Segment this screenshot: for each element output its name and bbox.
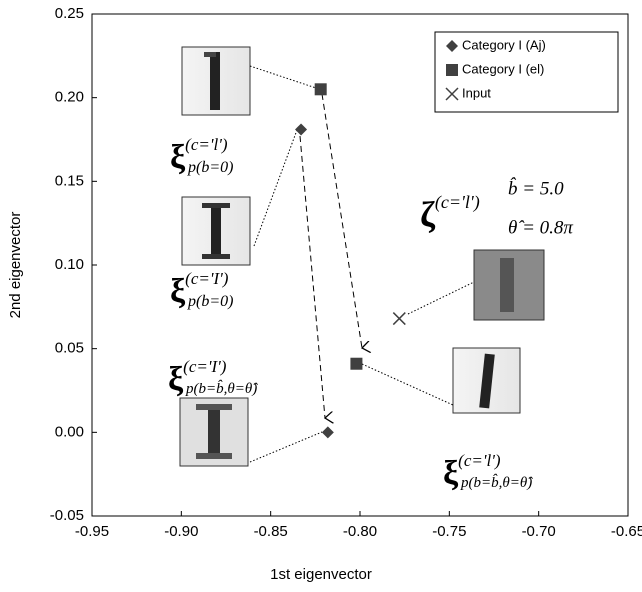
symbol: ζ: [420, 194, 436, 234]
point-x: [393, 313, 405, 325]
annotation: ξ(c='I') p(b=b̂,θ=θ̂): [168, 357, 258, 398]
point-diamond: [295, 123, 307, 135]
subscript: p(b=0): [187, 159, 233, 176]
y-tick-label: 0.05: [55, 340, 84, 357]
point-square: [315, 83, 327, 95]
superscript: (c='l'): [435, 192, 480, 213]
superscript: (c='I'): [185, 269, 229, 288]
legend-label: Category I (Aj): [462, 37, 546, 52]
thumbnail: [180, 398, 248, 466]
x-tick-label: -0.70: [522, 523, 556, 540]
subscript: p(b=b̂,θ=θ̂): [460, 474, 533, 491]
annotation: ξ(c='l') p(b=b̂,θ=θ̂): [443, 451, 533, 492]
series: [393, 313, 405, 325]
y-axis-title: 2nd eigenvector: [7, 212, 24, 319]
series: [295, 123, 334, 438]
y-tick-label: 0.25: [55, 5, 84, 22]
y-tick-label: 0.10: [55, 256, 84, 273]
legend: Category I (Aj) Category I (el) Input: [435, 32, 618, 112]
subscript: p(b=0): [187, 293, 233, 310]
annotation-param: θ̂ = 0.8π: [508, 217, 573, 238]
point-diamond: [322, 426, 334, 438]
thumbnail: [453, 348, 520, 413]
symbol: ξ: [168, 361, 184, 398]
symbol: ξ: [170, 139, 186, 176]
chart: 1st eigenvector 2nd eigenvector ξ(c='l')…: [0, 0, 642, 592]
x-axis-title: 1st eigenvector: [270, 566, 372, 583]
superscript: (c='I'): [183, 357, 227, 376]
y-tick-label: 0.00: [55, 423, 84, 440]
legend-label: Category I (el): [462, 61, 544, 76]
x-tick-label: -0.65: [611, 523, 642, 540]
superscript: (c='l'): [185, 135, 228, 154]
annotation: ζ(c='l'): [420, 192, 480, 234]
annotation-param: b̂ = 5.0: [508, 178, 564, 200]
subscript: p(b=b̂,θ=θ̂): [185, 380, 258, 397]
point-square: [350, 358, 362, 370]
x-tick-label: -0.75: [432, 523, 466, 540]
series: [315, 83, 363, 369]
thumbnail: [182, 47, 250, 115]
point-square: [446, 64, 458, 76]
x-tick-label: -0.80: [343, 523, 377, 540]
superscript: (c='l'): [458, 451, 501, 470]
x-tick-label: -0.85: [254, 523, 288, 540]
leader-lines: [250, 66, 474, 462]
y-tick-label: 0.15: [55, 172, 84, 189]
symbol: ξ: [170, 273, 186, 310]
x-tick-label: -0.90: [164, 523, 198, 540]
y-tick-label: -0.05: [50, 507, 84, 524]
thumbnail: [474, 250, 544, 320]
thumbnail: [182, 197, 250, 265]
annotation: ξ(c='l') p(b=0): [170, 135, 233, 176]
legend-label: Input: [462, 85, 491, 100]
x-tick-label: -0.95: [75, 523, 109, 540]
symbol: ξ: [443, 455, 459, 492]
y-tick-label: 0.20: [55, 89, 84, 106]
annotation: ξ(c='I') p(b=0): [170, 269, 233, 310]
